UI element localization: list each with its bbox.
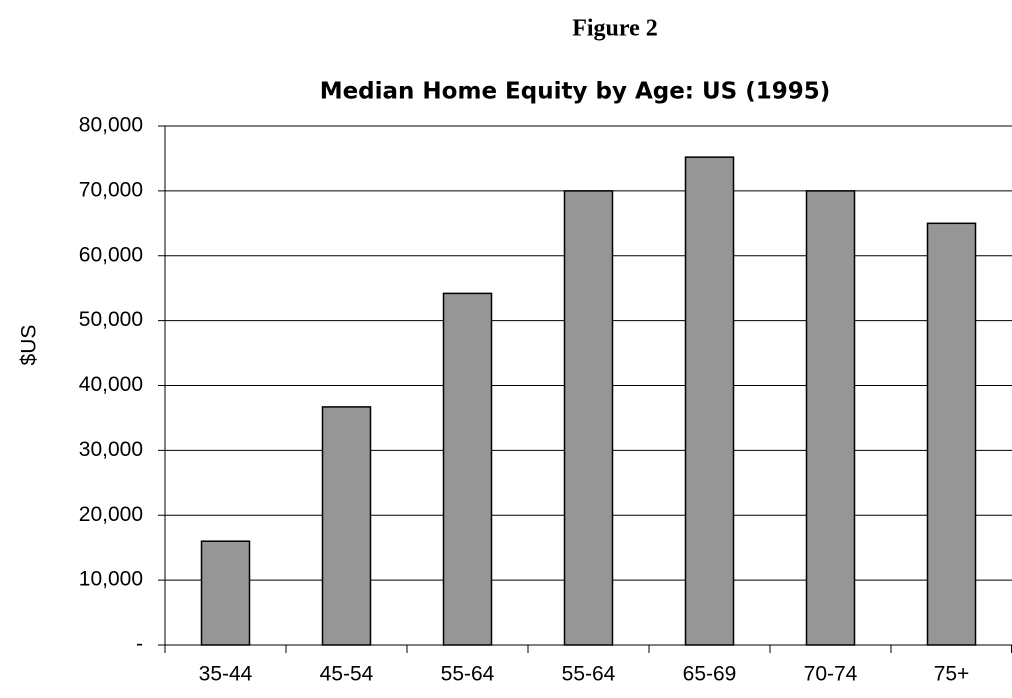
- bar: [442, 292, 493, 646]
- y-tick-label: 50,000: [79, 308, 143, 331]
- y-tick-label: 70,000: [79, 178, 143, 201]
- x-tick-label: 55-64: [562, 663, 616, 686]
- bar: [684, 156, 735, 646]
- bar: [321, 406, 372, 646]
- y-axis-label: $US: [18, 325, 41, 366]
- bar: [805, 190, 856, 646]
- y-tick-label: 30,000: [79, 438, 143, 461]
- y-tick-label: 40,000: [79, 373, 143, 396]
- figure-label: Figure 2: [572, 16, 658, 42]
- bar: [926, 222, 977, 646]
- y-tick-label: 20,000: [79, 503, 143, 526]
- x-tick-label: 45-54: [320, 663, 374, 686]
- chart-title: Median Home Equity by Age: US (1995): [320, 79, 831, 105]
- x-tick-label: 35-44: [199, 663, 253, 686]
- x-tick-label: 70-74: [804, 663, 858, 686]
- y-tick-label: -: [136, 633, 143, 656]
- x-tick-label: 75+: [934, 663, 970, 686]
- bar: [200, 540, 251, 646]
- y-tick-label: 60,000: [79, 243, 143, 266]
- x-tick-label: 65-69: [683, 663, 737, 686]
- x-tick-label: 55-64: [441, 663, 495, 686]
- y-tick-label: 80,000: [79, 114, 143, 137]
- bar: [563, 190, 614, 646]
- y-tick-label: 10,000: [79, 568, 143, 591]
